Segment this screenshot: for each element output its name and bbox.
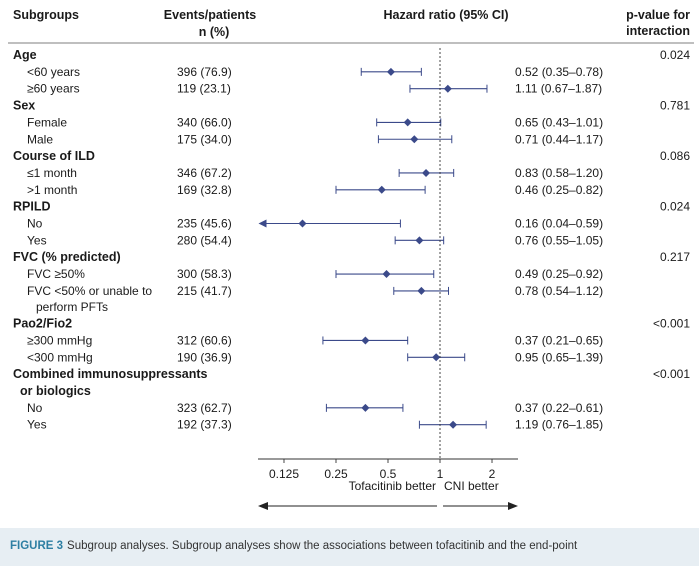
group-title: Combined immunosuppressants — [13, 367, 208, 381]
arrow-left-label: Tofacitinib better — [349, 479, 436, 493]
hr-marker — [403, 118, 412, 127]
x-tick-label: 0.25 — [324, 467, 348, 481]
subgroup-label: FVC ≥50% — [27, 267, 85, 281]
hr-ci-text: 0.37 (0.22–0.61) — [515, 401, 603, 415]
arrow-right-head — [508, 502, 518, 510]
subgroup-label: <300 mmHg — [27, 350, 93, 364]
subgroup-label: FVC <50% or unable to — [27, 284, 152, 298]
p-interaction: 0.217 — [660, 250, 690, 264]
header-pvalue: p-value for — [626, 8, 690, 22]
subgroup-label: No — [27, 401, 43, 415]
p-interaction: <0.001 — [653, 317, 690, 331]
header-subgroups: Subgroups — [13, 8, 79, 22]
hr-marker — [415, 236, 424, 245]
header-hazard-ratio: Hazard ratio (95% CI) — [383, 8, 508, 22]
hr-marker — [432, 353, 441, 362]
hr-ci-text: 0.95 (0.65–1.39) — [515, 350, 603, 364]
subgroup-label: >1 month — [27, 183, 77, 197]
ci-arrow-left — [258, 219, 267, 228]
subgroup-label: Male — [27, 132, 53, 146]
hr-ci-text: 0.46 (0.25–0.82) — [515, 183, 603, 197]
x-tick-label: 0.5 — [380, 467, 397, 481]
subgroup-label: Yes — [27, 233, 47, 247]
caption-text: Subgroup analyses. Subgroup analyses sho… — [67, 540, 578, 552]
subgroup-label: Female — [27, 115, 67, 129]
hr-ci-text: 0.71 (0.44–1.17) — [515, 132, 603, 146]
hr-ci-text: 0.37 (0.21–0.65) — [515, 333, 603, 347]
group-title: RPILD — [13, 200, 51, 214]
subgroup-label: <60 years — [27, 65, 80, 79]
hr-marker — [422, 168, 431, 177]
events-value: 340 (66.0) — [177, 115, 232, 129]
hr-marker — [361, 403, 370, 412]
hr-ci-text: 1.19 (0.76–1.85) — [515, 418, 603, 432]
header-events-n: n (%) — [199, 25, 230, 39]
hr-ci-text: 0.49 (0.25–0.92) — [515, 267, 603, 281]
hr-marker — [298, 219, 307, 228]
group-title: Course of ILD — [13, 149, 95, 163]
group-title: Age — [13, 48, 37, 62]
caption-band — [0, 528, 699, 566]
hr-marker — [386, 67, 395, 76]
caption-label: FIGURE 3 — [10, 540, 64, 552]
x-tick-label: 1 — [437, 467, 444, 481]
group-title: Sex — [13, 99, 35, 113]
events-value: 215 (41.7) — [177, 284, 232, 298]
events-value: 346 (67.2) — [177, 166, 232, 180]
hr-ci-text: 0.78 (0.54–1.12) — [515, 284, 603, 298]
arrow-right-label: CNI better — [444, 479, 499, 493]
p-interaction: 0.781 — [660, 99, 690, 113]
hr-ci-text: 0.76 (0.55–1.05) — [515, 233, 603, 247]
hr-ci-text: 1.11 (0.67–1.87) — [515, 82, 602, 96]
subgroup-label: Yes — [27, 418, 47, 432]
events-value: 312 (60.6) — [177, 333, 232, 347]
p-interaction: 0.024 — [660, 48, 690, 62]
events-value: 235 (45.6) — [177, 217, 232, 231]
hr-marker — [382, 270, 391, 279]
hr-marker — [361, 336, 370, 345]
events-value: 300 (58.3) — [177, 267, 232, 281]
hr-marker — [449, 420, 458, 429]
p-interaction: 0.024 — [660, 200, 690, 214]
events-value: 190 (36.9) — [177, 350, 232, 364]
arrow-left-head — [258, 502, 268, 510]
subgroup-label: ≥300 mmHg — [27, 333, 92, 347]
p-interaction: <0.001 — [653, 367, 690, 381]
hr-marker — [417, 286, 426, 295]
figure-caption: FIGURE 3 Subgroup analyses. Subgroup anal… — [10, 540, 577, 552]
hr-marker — [410, 135, 419, 144]
hr-ci-text: 0.65 (0.43–1.01) — [515, 115, 603, 129]
header-events: Events/patients — [164, 8, 256, 22]
events-value: 169 (32.8) — [177, 183, 232, 197]
group-title: Pao2/Fio2 — [13, 317, 72, 331]
events-value: 280 (54.4) — [177, 233, 232, 247]
forest-plot: Subgroups Events/patients n (%) Hazard r… — [8, 8, 694, 510]
hr-ci-text: 0.52 (0.35–0.78) — [515, 65, 603, 79]
header-interaction: interaction — [626, 24, 690, 38]
subgroup-label: ≥60 years — [27, 82, 80, 96]
subgroup-label-line2: perform PFTs — [36, 300, 108, 314]
group-title: FVC (% predicted) — [13, 250, 121, 264]
subgroup-label: No — [27, 217, 43, 231]
events-value: 323 (62.7) — [177, 401, 232, 415]
events-value: 119 (23.1) — [177, 82, 231, 96]
p-interaction: 0.086 — [660, 149, 690, 163]
events-value: 192 (37.3) — [177, 418, 232, 432]
events-value: 396 (76.9) — [177, 65, 232, 79]
subgroup-label: ≤1 month — [27, 166, 77, 180]
hr-marker — [377, 185, 386, 194]
events-value: 175 (34.0) — [177, 132, 232, 146]
hr-ci-text: 0.83 (0.58–1.20) — [515, 166, 603, 180]
hr-ci-text: 0.16 (0.04–0.59) — [515, 217, 603, 231]
x-tick-label: 2 — [489, 467, 496, 481]
group-title-line2: or biologics — [20, 384, 91, 398]
hr-marker — [443, 84, 452, 93]
x-tick-label: 0.125 — [269, 467, 299, 481]
